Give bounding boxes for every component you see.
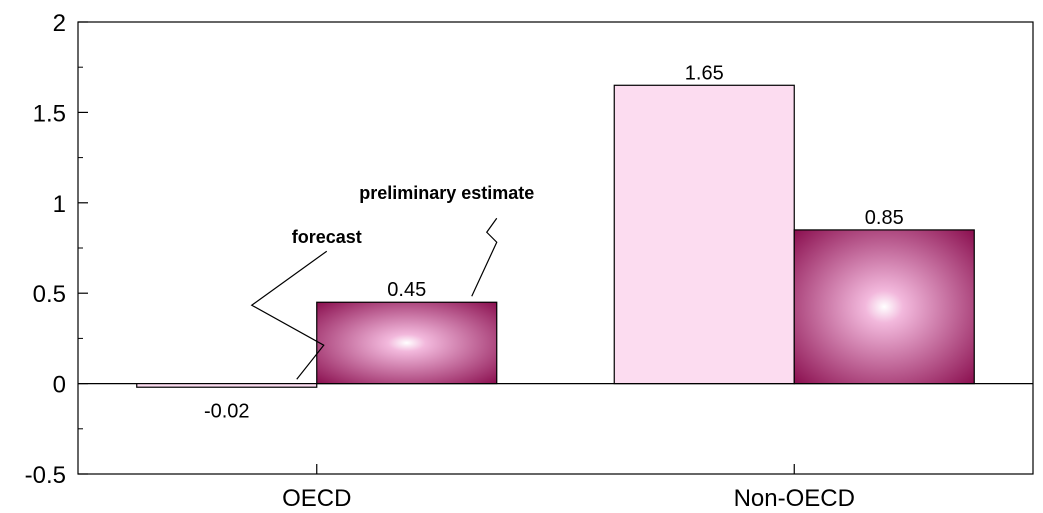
data-label: 1.65 (685, 62, 724, 84)
annotation-leader-line (250, 250, 328, 380)
y-tick-label: 1.5 (33, 100, 66, 127)
y-tick-label: 0 (53, 372, 66, 399)
y-tick-label: -0.5 (25, 462, 66, 489)
bar-series-1-0 (316, 301, 498, 385)
y-tick-label: 2 (53, 10, 66, 37)
x-category-label: OECD (282, 485, 351, 512)
labels: -0.02 1.65 0.45 0.85 forecast preliminary est… (204, 62, 904, 422)
data-label: 0.85 (865, 207, 904, 229)
x-category-label: Non-OECD (734, 485, 855, 512)
data-label: -0.02 (204, 401, 250, 423)
bar-series-1-1 (793, 229, 975, 385)
annotation-label: forecast (292, 227, 362, 247)
data-label: 0.45 (387, 279, 426, 301)
annotation-leader-line (471, 217, 498, 297)
annotation-label: preliminary estimate (359, 183, 534, 203)
bar-series-0-1 (613, 84, 795, 385)
bar-series-0-0 (136, 383, 318, 388)
bars (136, 84, 975, 388)
y-tick-label: 0.5 (33, 281, 66, 308)
axes: -0.5 0 0.5 1 1.5 2 OECD Non-OECD (25, 10, 1034, 512)
y-tick-label: 1 (53, 191, 66, 218)
